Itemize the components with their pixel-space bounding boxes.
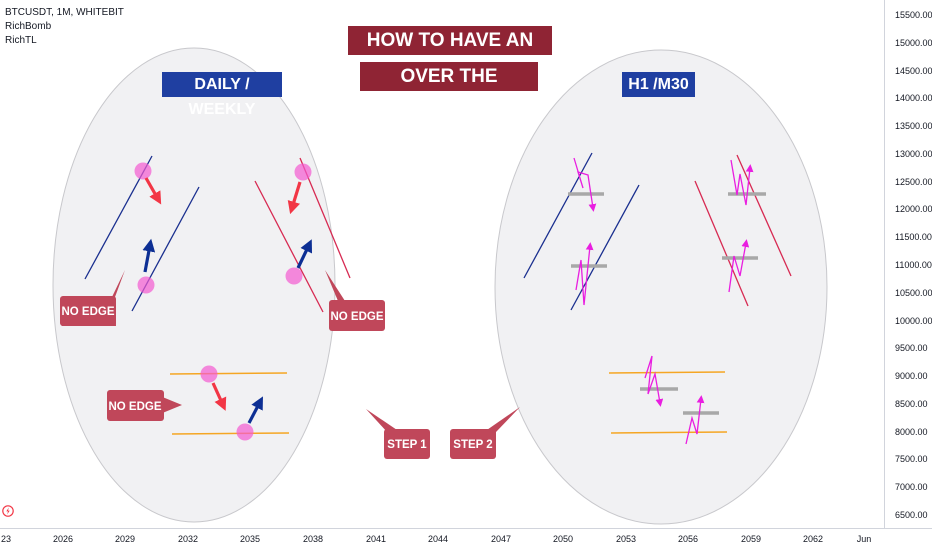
touch-point (236, 423, 254, 441)
price-tick-label: 13000.00 (895, 148, 932, 159)
no-edge-callout-bottom[interactable]: NO EDGE (107, 390, 182, 421)
price-zigzag (685, 395, 705, 445)
range-top-line[interactable] (169, 372, 288, 375)
range-top-line[interactable] (608, 371, 726, 374)
time-tick-label: 2059 (740, 534, 762, 544)
price-tick-label: 14500.00 (895, 65, 932, 76)
price-tick-label: 8500.00 (895, 398, 928, 409)
price-tick-label: 12500.00 (895, 176, 932, 187)
touch-point (137, 276, 155, 294)
price-axis[interactable]: 15500.00 15000.00 14500.00 14000.00 13500.00… (884, 0, 932, 528)
down-channel-upper-line[interactable] (694, 180, 749, 307)
price-tick-label: 12000.00 (895, 204, 932, 215)
range-bottom-line[interactable] (610, 431, 728, 434)
price-tick-label: 9500.00 (895, 343, 928, 354)
step1-callout[interactable]: STEP 1 (366, 409, 430, 459)
step1-label: STEP 1 (387, 439, 427, 451)
time-tick-label: Jun (856, 534, 872, 544)
touch-point (285, 267, 303, 285)
range-bottom-line[interactable] (171, 432, 290, 435)
price-zigzag (575, 242, 594, 306)
no-edge-callout-left[interactable]: NO EDGE (60, 270, 125, 326)
no-edge-label: NO EDGE (108, 401, 161, 413)
time-tick-label: 2047 (490, 534, 512, 544)
price-tick-label: 14000.00 (895, 93, 932, 104)
down-channel-upper-line[interactable] (254, 180, 324, 313)
time-tick-label: 2029 (114, 534, 136, 544)
h1-m30-label: H1 /M30 (622, 72, 695, 97)
time-tick-label: 23 (0, 534, 12, 544)
time-axis[interactable]: 23 2026 2029 2032 2035 2038 2041 2044 2047 2050 20… (0, 528, 932, 551)
step2-callout[interactable]: STEP 2 (450, 407, 520, 459)
up-channel-upper-line[interactable] (523, 152, 593, 279)
up-arrow-blue (296, 239, 313, 269)
price-tick-label: 10000.00 (895, 315, 932, 326)
daily-weekly-label: DAILY / WEEKLY (162, 72, 282, 118)
indicator-richbomb[interactable]: RichBomb (5, 21, 52, 32)
tradingview-logo-icon[interactable] (2, 505, 14, 517)
touch-point (200, 365, 218, 383)
price-tick-label: 7000.00 (895, 482, 928, 493)
touch-point (134, 162, 152, 180)
price-tick-label: 11000.00 (895, 260, 932, 270)
price-tick-label: 6500.00 (895, 510, 928, 520)
step2-label: STEP 2 (453, 439, 492, 451)
price-tick-label: 15500.00 (895, 10, 932, 20)
no-edge-label: NO EDGE (61, 306, 114, 318)
touch-point (294, 163, 312, 181)
up-arrow-blue (142, 238, 156, 273)
indicator-richtl[interactable]: RichTL (5, 35, 37, 46)
time-tick-label: 2035 (239, 534, 261, 544)
no-edge-label: NO EDGE (330, 311, 383, 323)
time-tick-label: 2056 (677, 534, 699, 544)
price-tick-label: 13500.00 (895, 121, 932, 132)
time-tick-label: 2044 (427, 534, 449, 544)
price-tick-label: 11500.00 (895, 232, 932, 243)
symbol-line[interactable]: BTCUSDT, 1M, WHITEBIT (5, 7, 124, 18)
time-tick-label: 2032 (177, 534, 199, 544)
price-tick-label: 8000.00 (895, 426, 928, 437)
price-tick-label: 9000.00 (895, 371, 928, 382)
price-tick-label: 15000.00 (895, 37, 932, 48)
price-tick-label: 7500.00 (895, 454, 928, 465)
down-arrow-red (287, 181, 302, 215)
down-channel-lower-line[interactable] (736, 154, 792, 277)
price-zigzag (644, 355, 664, 407)
time-tick-label: 2038 (302, 534, 324, 544)
title-line-2: OVER THE MARKETS (360, 62, 538, 116)
up-arrow-blue (247, 396, 263, 424)
time-tick-label: 2026 (52, 534, 74, 544)
price-zigzag (730, 159, 754, 206)
down-arrow-red (144, 177, 162, 205)
time-tick-label: 2050 (552, 534, 574, 544)
price-tick-label: 10500.00 (895, 287, 932, 298)
time-tick-label: 2062 (802, 534, 824, 544)
time-tick-label: 2041 (365, 534, 387, 544)
no-edge-callout-right[interactable]: NO EDGE (325, 270, 385, 331)
title-line-1: HOW TO HAVE AN EDGE (348, 26, 552, 80)
symbol-info: BTCUSDT, 1M, WHITEBIT RichBomb RichTL (5, 6, 124, 48)
down-arrow-red (211, 382, 227, 411)
h1-m30-circle (494, 49, 828, 525)
time-tick-label: 2053 (615, 534, 637, 544)
price-zigzag (728, 239, 750, 293)
price-zigzag (573, 157, 597, 212)
